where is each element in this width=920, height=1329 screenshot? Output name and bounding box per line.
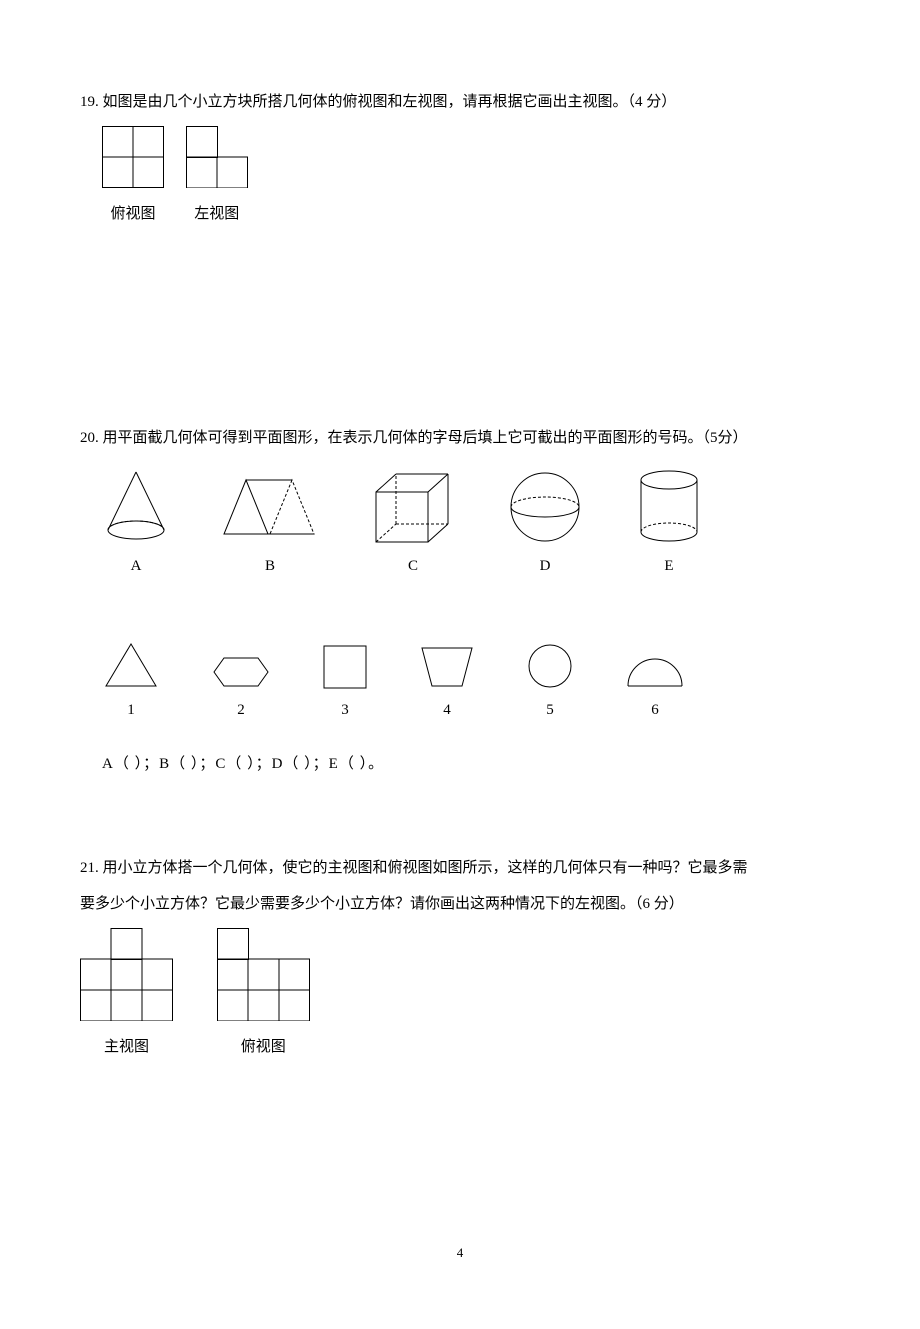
label-1: 1 <box>127 698 135 722</box>
cylinder-icon <box>634 468 704 546</box>
spacer <box>80 266 840 426</box>
label-C: C <box>408 554 418 578</box>
flat-6: 6 <box>624 612 686 722</box>
label-2: 2 <box>237 698 245 722</box>
label-6: 6 <box>651 698 659 722</box>
top-view-icon <box>217 928 310 1021</box>
problem-19-text: 19. 如图是由几个小立方块所搭几何体的俯视图和左视图，请再根据它画出主视图。（… <box>80 90 840 114</box>
hexagon-icon <box>210 654 272 690</box>
q19-top-view: 俯视图 <box>102 126 164 226</box>
label-E: E <box>664 554 673 578</box>
q21-top-view: 俯视图 <box>217 928 310 1059</box>
grid-2x2-icon <box>102 126 164 188</box>
solids-row: A B <box>102 468 840 578</box>
solid-C: C <box>370 468 456 578</box>
problem-21-text2: 要多少个小立方体？它最少需要多少个小立方体？请你画出这两种情况下的左视图。（6 … <box>80 892 840 916</box>
l-shape-icon <box>186 126 248 188</box>
label-A: A <box>131 554 142 578</box>
solid-A: A <box>102 468 170 578</box>
spacer <box>80 816 840 856</box>
problem-19: 19. 如图是由几个小立方块所搭几何体的俯视图和左视图，请再根据它画出主视图。（… <box>80 90 840 226</box>
flats-row: 1 2 3 4 5 6 <box>102 612 840 722</box>
flat-2: 2 <box>210 612 272 722</box>
q21-front-view: 主视图 <box>80 928 173 1059</box>
q19-left-view: 左视图 <box>186 126 248 226</box>
label-3: 3 <box>341 698 349 722</box>
solid-B: B <box>220 468 320 578</box>
flat-4: 4 <box>418 612 476 722</box>
solid-D: D <box>506 468 584 578</box>
problem-21: 21. 用小立方体搭一个几何体，使它的主视图和俯视图如图所示，这样的几何体只有一… <box>80 856 840 1059</box>
front-view-icon <box>80 928 173 1021</box>
problem-21-figures: 主视图 俯视图 <box>80 928 840 1059</box>
flat-1: 1 <box>102 612 160 722</box>
problem-20-text: 20. 用平面截几何体可得到平面图形，在表示几何体的字母后填上它可截出的平面图形… <box>80 426 840 450</box>
flat-3: 3 <box>322 612 368 722</box>
cone-icon <box>102 468 170 546</box>
sphere-icon <box>506 468 584 546</box>
trapezoid-icon <box>418 644 476 690</box>
label-B: B <box>265 554 275 578</box>
label-top-view-21: 俯视图 <box>217 1035 310 1059</box>
label-5: 5 <box>546 698 554 722</box>
problem-20: 20. 用平面截几何体可得到平面图形，在表示几何体的字母后填上它可截出的平面图形… <box>80 426 840 776</box>
label-top-view: 俯视图 <box>102 202 164 226</box>
spacer <box>80 1099 840 1329</box>
q20-blanks: A（ ）；B（ ）；C（ ）；D（ ）；E（ ）。 <box>102 752 840 776</box>
label-D: D <box>540 554 551 578</box>
flat-5: 5 <box>526 612 574 722</box>
problem-19-figures: 俯视图 左视图 <box>102 126 840 226</box>
square-icon <box>322 644 368 690</box>
circle-icon <box>526 642 574 690</box>
page-number: 4 <box>0 1243 920 1264</box>
label-4: 4 <box>443 698 451 722</box>
label-front-view: 主视图 <box>80 1035 173 1059</box>
problem-21-text1: 21. 用小立方体搭一个几何体，使它的主视图和俯视图如图所示，这样的几何体只有一… <box>80 856 840 880</box>
solid-E: E <box>634 468 704 578</box>
label-left-view: 左视图 <box>186 202 248 226</box>
triangle-icon <box>102 640 160 690</box>
semicircle-icon <box>624 650 686 690</box>
tri-prism-icon <box>220 474 320 546</box>
cube-icon <box>370 470 456 546</box>
